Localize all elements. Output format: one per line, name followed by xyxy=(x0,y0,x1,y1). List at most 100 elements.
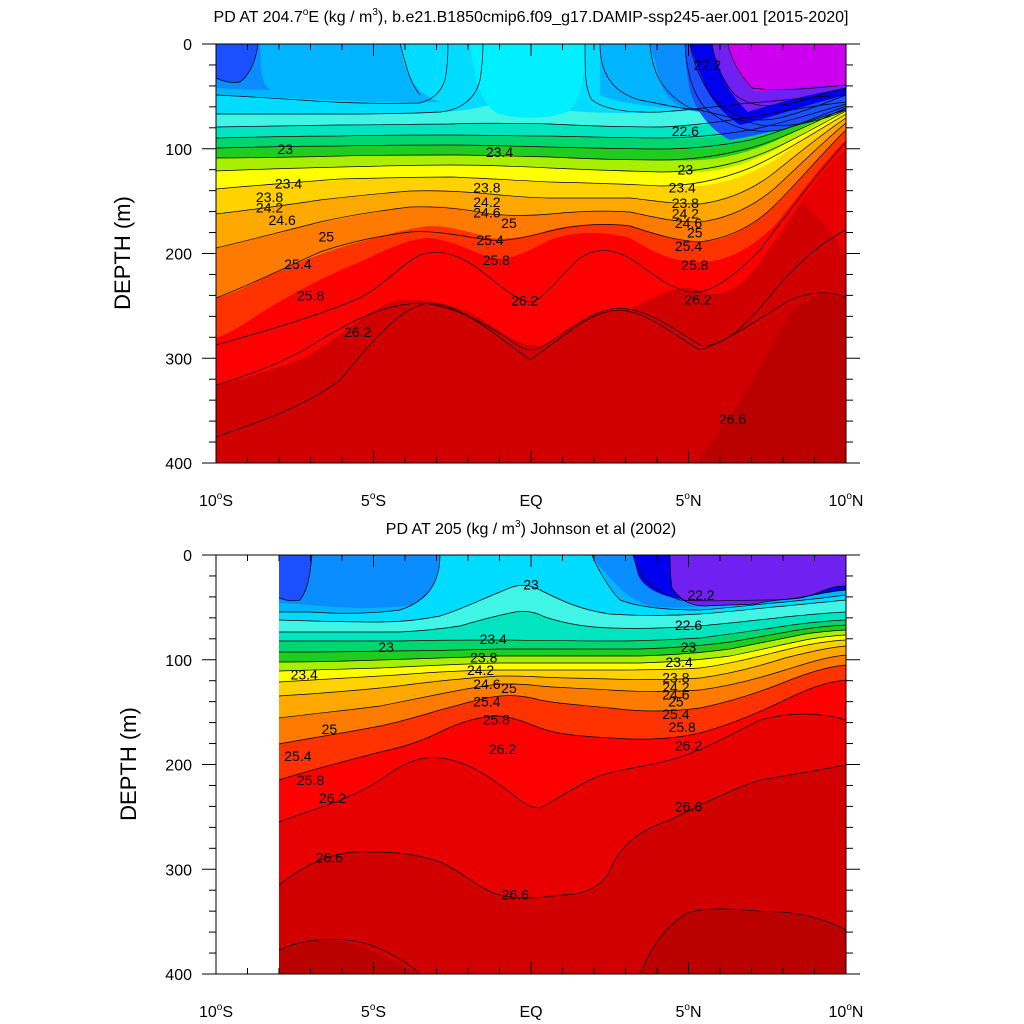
y-tick-label: 300 xyxy=(165,351,192,368)
x-tick-label: 10oN xyxy=(829,491,864,510)
contour-label: 25.8 xyxy=(681,257,708,273)
contour-label: 22.2 xyxy=(687,587,714,603)
x-tick-label: EQ xyxy=(519,1004,542,1021)
panel-bottom-title: PD AT 205 (kg / m3) Johnson et al (2002) xyxy=(386,519,676,538)
contour-label: 25 xyxy=(687,225,703,241)
contour-label: 25 xyxy=(501,680,517,696)
contour-label: 25.8 xyxy=(297,287,324,303)
contour-label: 26.2 xyxy=(344,324,371,340)
x-tick-label: 5oN xyxy=(675,491,701,510)
y-tick-label: 300 xyxy=(165,862,192,879)
y-tick-label: 0 xyxy=(183,37,192,54)
panel-top-contour-lines xyxy=(216,44,846,438)
panel-bottom-contour-lines xyxy=(278,555,846,974)
contour-label: 26.6 xyxy=(675,798,702,814)
x-tick-label: EQ xyxy=(519,493,542,510)
contour-label: 24.6 xyxy=(473,676,500,692)
y-tick-label: 200 xyxy=(165,758,192,775)
panel-bottom-axes: 10oS 5oS EQ 5oN 10oN 0 100 200 300 400 xyxy=(165,548,863,1021)
panel-top-title: PD AT 204.7oE (kg / m3), b.e21.B1850cmip… xyxy=(214,7,849,26)
contour-label: 22.6 xyxy=(675,617,702,633)
contour-label: 24.6 xyxy=(675,215,702,231)
contour-label: 22.2 xyxy=(694,57,721,73)
panel-top-axes: 10oS 5oS EQ 5oN 10oN 0 100 200 300 400 xyxy=(165,37,863,510)
contour-label: 22.6 xyxy=(672,123,699,139)
band-bottom-far-left xyxy=(279,555,312,601)
contour-label: 23.4 xyxy=(480,631,507,647)
contour-label: 25.4 xyxy=(675,238,702,254)
contour-label: 23.8 xyxy=(470,650,497,666)
contour-label: 25.8 xyxy=(297,772,324,788)
contour-label: 23 xyxy=(278,141,294,157)
contour-label: 23 xyxy=(523,576,539,592)
y-tick-label: 100 xyxy=(165,653,192,670)
contour-label: 24.6 xyxy=(473,205,500,221)
x-tick-label: 10oS xyxy=(199,491,233,510)
x-tick-label: 10oN xyxy=(829,1002,864,1021)
contour-label: 25 xyxy=(318,229,334,245)
x-tick-label: 10oS xyxy=(199,1002,233,1021)
contour-label: 25 xyxy=(668,694,684,710)
band-top-left-blue xyxy=(216,44,258,83)
contour-label: 24.2 xyxy=(672,206,699,222)
x-tick-label: 5oS xyxy=(361,1002,386,1021)
contour-label: 26.6 xyxy=(502,886,529,902)
y-tick-label: 400 xyxy=(165,456,192,473)
contour-label: 23 xyxy=(678,162,694,178)
contour-label: 25.4 xyxy=(662,706,689,722)
contour-label: 23.4 xyxy=(665,654,692,670)
contour-label: 23.8 xyxy=(473,180,500,196)
contour-label: 23.4 xyxy=(291,666,318,682)
contour-label: 23.8 xyxy=(672,195,699,211)
contour-label: 25.4 xyxy=(473,694,500,710)
x-tick-label: 5oS xyxy=(361,491,386,510)
contour-label: 24.2 xyxy=(256,199,283,215)
x-tick-label: 5oN xyxy=(675,1002,701,1021)
band-top-22.6 xyxy=(216,44,440,103)
contour-label: 25.8 xyxy=(483,711,510,727)
contour-label: 25 xyxy=(501,215,517,231)
contour-label: 26.2 xyxy=(675,738,702,754)
panel-top-ylabel: DEPTH (m) xyxy=(110,196,135,310)
contour-label: 24.2 xyxy=(662,679,689,695)
contour-label: 25.4 xyxy=(284,748,311,764)
contour-label: 25.4 xyxy=(284,256,311,272)
contour-label: 26.6 xyxy=(316,850,343,866)
band-top-cyan-core xyxy=(470,44,585,118)
contour-label: 25.8 xyxy=(669,719,696,735)
band-top-right-magenta xyxy=(728,44,846,92)
contour-label: 24.6 xyxy=(662,686,689,702)
band-bottom-blue-left xyxy=(279,555,440,609)
contour-label: 26.2 xyxy=(684,292,711,308)
contour-label: 24.6 xyxy=(269,212,296,228)
y-tick-label: 0 xyxy=(183,548,192,565)
contour-label: 25.4 xyxy=(476,232,503,248)
panel-top: PD AT 204.7oE (kg / m3), b.e21.B1850cmip… xyxy=(110,7,863,510)
y-tick-label: 400 xyxy=(165,967,192,984)
contour-label: 23.4 xyxy=(275,175,302,191)
contour-label: 23 xyxy=(681,639,697,655)
contour-label: 25.8 xyxy=(483,252,510,268)
contour-label: 23.4 xyxy=(486,144,513,160)
band-bottom-violet xyxy=(670,555,846,606)
contour-label: 23.8 xyxy=(662,670,689,686)
contour-label: 24.2 xyxy=(473,194,500,210)
y-tick-label: 200 xyxy=(165,247,192,264)
contour-label: 23.4 xyxy=(669,180,696,196)
contour-label: 23 xyxy=(378,639,394,655)
panel-bottom-ylabel: DEPTH (m) xyxy=(116,707,141,821)
contour-label: 26.2 xyxy=(489,741,516,757)
contour-label: 24.2 xyxy=(467,662,494,678)
contour-label: 25 xyxy=(322,721,338,737)
contour-label: 26.6 xyxy=(719,411,746,427)
panel-bottom: PD AT 205 (kg / m3) Johnson et al (2002) xyxy=(116,519,863,1021)
contour-label: 23.8 xyxy=(256,189,283,205)
y-tick-label: 100 xyxy=(165,142,192,159)
contour-label: 26.2 xyxy=(319,790,346,806)
contour-label: 26.2 xyxy=(511,293,538,309)
